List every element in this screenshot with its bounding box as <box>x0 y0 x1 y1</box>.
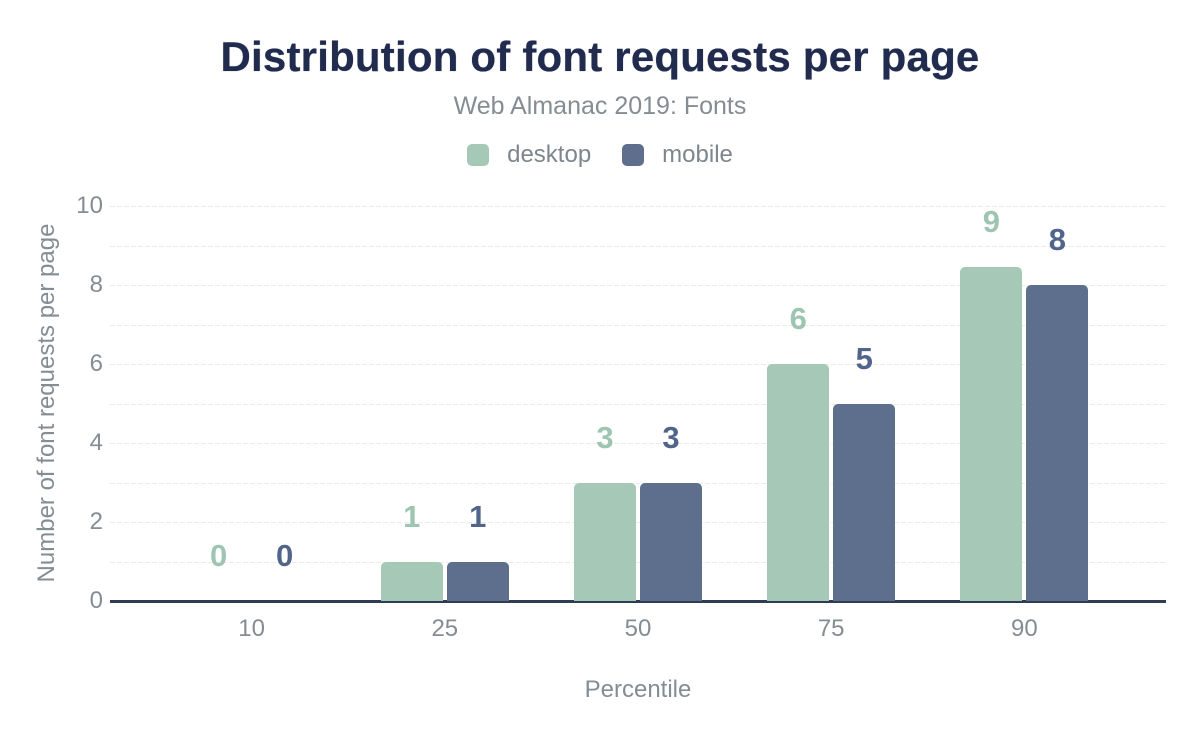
gridline-y-3 <box>110 482 1166 484</box>
chart-subtitle: Web Almanac 2019: Fonts <box>453 92 747 120</box>
legend: desktop mobile <box>0 141 1200 169</box>
y-axis-tick-label-6: 6 <box>89 350 103 377</box>
x-axis-tick-label-25: 25 <box>431 615 459 642</box>
y-axis-tick-label-0: 0 <box>89 587 103 614</box>
y-axis-tick-label-2: 2 <box>89 508 103 535</box>
bar-column-mobile-p90: 8 <box>1026 206 1089 601</box>
gridline-y-9 <box>110 245 1166 247</box>
bar-mobile-p50[interactable] <box>640 482 702 601</box>
bar-value-label-mobile-p10: 0 <box>275 538 294 573</box>
bar-value-label-mobile-p90: 8 <box>1048 222 1067 257</box>
y-axis-tick-label-8: 8 <box>89 271 103 298</box>
bar-value-label-desktop-p25: 1 <box>403 498 421 534</box>
bar-mobile-p25[interactable] <box>446 561 509 601</box>
bar-value-label-desktop-p50: 3 <box>596 419 614 455</box>
chart-title: Distribution of font requests per page <box>220 33 980 80</box>
legend-label-mobile: mobile <box>662 141 733 168</box>
bar-value-label-mobile-p75: 5 <box>855 340 873 376</box>
bar-column-desktop-p10: 0 <box>188 206 250 601</box>
x-axis-line <box>110 600 1166 603</box>
legend-swatch-desktop <box>467 144 490 166</box>
bar-value-label-mobile-p25: 1 <box>469 498 487 534</box>
y-axis-tick-label-4: 4 <box>89 429 103 456</box>
legend-item-mobile[interactable]: mobile <box>622 141 733 169</box>
bar-column-mobile-p50: 3 <box>640 206 702 601</box>
bar-column-mobile-p10: 0 <box>254 206 316 601</box>
bar-column-desktop-p90: 9 <box>960 204 1023 601</box>
gridline-y-10 <box>110 206 1166 207</box>
bar-column-mobile-p25: 1 <box>446 206 509 601</box>
bar-desktop-p90[interactable] <box>960 267 1023 601</box>
x-axis-tick-label-90: 90 <box>1011 615 1038 642</box>
bar-desktop-p75[interactable] <box>767 364 830 601</box>
bar-mobile-p90[interactable] <box>1026 285 1089 601</box>
bar-value-label-desktop-p75: 6 <box>789 301 807 336</box>
x-axis-tick-label-75: 75 <box>817 615 845 642</box>
bar-mobile-p75[interactable] <box>833 403 896 601</box>
bar-column-desktop-p75: 6 <box>767 206 830 601</box>
bar-value-label-desktop-p10: 0 <box>209 538 228 573</box>
x-axis-tick-label-10: 10 <box>238 615 265 642</box>
legend-item-desktop[interactable]: desktop <box>467 141 591 169</box>
gridline-y-7 <box>110 324 1166 326</box>
legend-swatch-mobile <box>622 144 645 166</box>
legend-label-desktop: desktop <box>507 141 592 168</box>
y-axis-tick-label-10: 10 <box>76 192 103 219</box>
x-axis-title: Percentile <box>584 676 692 703</box>
bar-desktop-p50[interactable] <box>574 482 636 601</box>
gridline-y-2 <box>110 522 1166 523</box>
gridline-y-5 <box>110 403 1166 405</box>
gridline-y-4 <box>110 443 1166 444</box>
bar-column-desktop-p50: 3 <box>574 206 636 601</box>
gridline-y-1 <box>110 561 1166 563</box>
bar-value-label-desktop-p90: 9 <box>982 204 1001 239</box>
bar-column-mobile-p75: 5 <box>833 206 896 601</box>
bar-desktop-p25[interactable] <box>380 561 443 601</box>
bar-column-desktop-p25: 1 <box>380 206 443 601</box>
gridline-y-8 <box>110 285 1166 286</box>
gridline-y-6 <box>110 364 1166 365</box>
x-axis-tick-label-50: 50 <box>624 615 652 642</box>
bar-value-label-mobile-p50: 3 <box>662 419 680 455</box>
